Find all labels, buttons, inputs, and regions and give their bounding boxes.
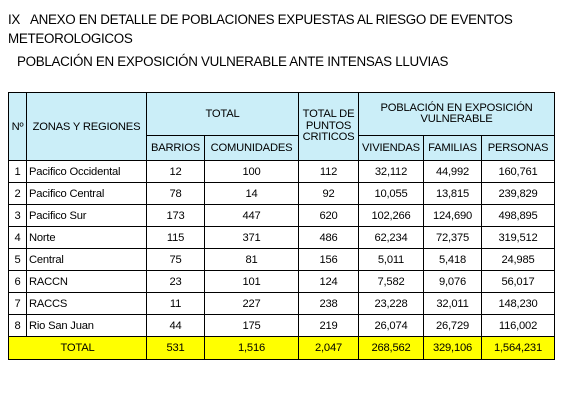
header-comunidades: COMUNIDADES (204, 135, 299, 161)
row-personas: 498,895 (481, 204, 555, 227)
header-familias: FAMILIAS (423, 135, 482, 161)
document-subtitle: POBLACIÓN EN EXPOSICIÓN VULNERABLE ANTE … (17, 54, 449, 69)
row-personas: 24,985 (481, 248, 555, 271)
row-num: 6 (8, 270, 27, 293)
population-table: Nº ZONAS Y REGIONES TOTAL TOTAL DE PUNTO… (8, 92, 555, 360)
row-zone: Pacifico Occidental (26, 160, 147, 183)
table-row: 7 RACCS 11 227 238 23,228 32,011 148,230 (8, 292, 555, 315)
row-comunidades: 14 (204, 182, 299, 205)
row-puntos: 620 (298, 204, 359, 227)
row-barrios: 12 (146, 160, 205, 183)
row-viviendas: 7,582 (358, 270, 424, 293)
row-comunidades: 371 (204, 226, 299, 249)
row-comunidades: 100 (204, 160, 299, 183)
row-zone: RACCN (26, 270, 147, 293)
row-barrios: 173 (146, 204, 205, 227)
row-num: 8 (8, 314, 27, 337)
row-familias: 124,690 (423, 204, 482, 227)
row-puntos: 219 (298, 314, 359, 337)
row-familias: 26,729 (423, 314, 482, 337)
header-puntos-criticos: TOTAL DE PUNTOS CRITICOS (298, 92, 359, 161)
row-viviendas: 5,011 (358, 248, 424, 271)
row-viviendas: 102,266 (358, 204, 424, 227)
row-num: 2 (8, 182, 27, 205)
row-familias: 72,375 (423, 226, 482, 249)
total-comunidades: 1,516 (204, 336, 299, 360)
document-heading: IX ANEXO EN DETALLE DE POBLACIONES EXPUES… (8, 10, 568, 48)
row-familias: 5,418 (423, 248, 482, 271)
header-personas: PERSONAS (481, 135, 555, 161)
header-total-group: TOTAL (146, 92, 299, 136)
row-comunidades: 175 (204, 314, 299, 337)
row-familias: 13,815 (423, 182, 482, 205)
row-num: 3 (8, 204, 27, 227)
row-barrios: 11 (146, 292, 205, 315)
total-label: TOTAL (8, 336, 147, 360)
row-viviendas: 26,074 (358, 314, 424, 337)
header-poblacion-group: POBLACIÓN EN EXPOSICIÓN VULNERABLE (358, 92, 555, 136)
row-puntos: 112 (298, 160, 359, 183)
table-row: 2 Pacifico Central 78 14 92 10,055 13,81… (8, 182, 555, 205)
row-viviendas: 32,112 (358, 160, 424, 183)
row-personas: 160,761 (481, 160, 555, 183)
table-row: 1 Pacifico Occidental 12 100 112 32,112 … (8, 160, 555, 183)
header-viviendas: VIVIENDAS (358, 135, 424, 161)
row-zone: Pacifico Sur (26, 204, 147, 227)
row-barrios: 44 (146, 314, 205, 337)
row-comunidades: 447 (204, 204, 299, 227)
header-barrios: BARRIOS (146, 135, 205, 161)
row-barrios: 115 (146, 226, 205, 249)
row-comunidades: 101 (204, 270, 299, 293)
total-personas: 1,564,231 (481, 336, 555, 360)
table-footer: TOTAL 531 1,516 2,047 268,562 329,106 1,… (8, 336, 555, 360)
row-barrios: 78 (146, 182, 205, 205)
row-zone: Norte (26, 226, 147, 249)
total-barrios: 531 (146, 336, 205, 360)
table-body: 1 Pacifico Occidental 12 100 112 32,112 … (8, 160, 555, 337)
row-num: 4 (8, 226, 27, 249)
section-number: IX (8, 12, 21, 27)
row-barrios: 75 (146, 248, 205, 271)
table-row: 8 Rio San Juan 44 175 219 26,074 26,729 … (8, 314, 555, 337)
row-zone: Central (26, 248, 147, 271)
total-row: TOTAL 531 1,516 2,047 268,562 329,106 1,… (8, 336, 555, 360)
row-num: 1 (8, 160, 27, 183)
row-personas: 56,017 (481, 270, 555, 293)
table-row: 6 RACCN 23 101 124 7,582 9,076 56,017 (8, 270, 555, 293)
row-familias: 9,076 (423, 270, 482, 293)
row-puntos: 124 (298, 270, 359, 293)
table-row: 4 Norte 115 371 486 62,234 72,375 319,51… (8, 226, 555, 249)
row-num: 5 (8, 248, 27, 271)
row-familias: 44,992 (423, 160, 482, 183)
table-row: 5 Central 75 81 156 5,011 5,418 24,985 (8, 248, 555, 271)
row-puntos: 238 (298, 292, 359, 315)
row-puntos: 486 (298, 226, 359, 249)
row-comunidades: 81 (204, 248, 299, 271)
row-puntos: 156 (298, 248, 359, 271)
row-zone: Pacifico Central (26, 182, 147, 205)
row-barrios: 23 (146, 270, 205, 293)
row-puntos: 92 (298, 182, 359, 205)
document-title: ANEXO EN DETALLE DE POBLACIONES EXPUESTA… (8, 12, 513, 46)
row-comunidades: 227 (204, 292, 299, 315)
table-row: 3 Pacifico Sur 173 447 620 102,266 124,6… (8, 204, 555, 227)
total-puntos: 2,047 (298, 336, 359, 360)
header-num: Nº (8, 92, 27, 161)
row-num: 7 (8, 292, 27, 315)
total-familias: 329,106 (423, 336, 482, 360)
row-personas: 319,512 (481, 226, 555, 249)
row-personas: 116,002 (481, 314, 555, 337)
row-personas: 148,230 (481, 292, 555, 315)
row-zone: RACCS (26, 292, 147, 315)
row-personas: 239,829 (481, 182, 555, 205)
table-header: Nº ZONAS Y REGIONES TOTAL TOTAL DE PUNTO… (8, 92, 555, 161)
row-viviendas: 10,055 (358, 182, 424, 205)
header-zone: ZONAS Y REGIONES (26, 92, 147, 161)
row-viviendas: 62,234 (358, 226, 424, 249)
row-familias: 32,011 (423, 292, 482, 315)
row-viviendas: 23,228 (358, 292, 424, 315)
row-zone: Rio San Juan (26, 314, 147, 337)
total-viviendas: 268,562 (358, 336, 424, 360)
